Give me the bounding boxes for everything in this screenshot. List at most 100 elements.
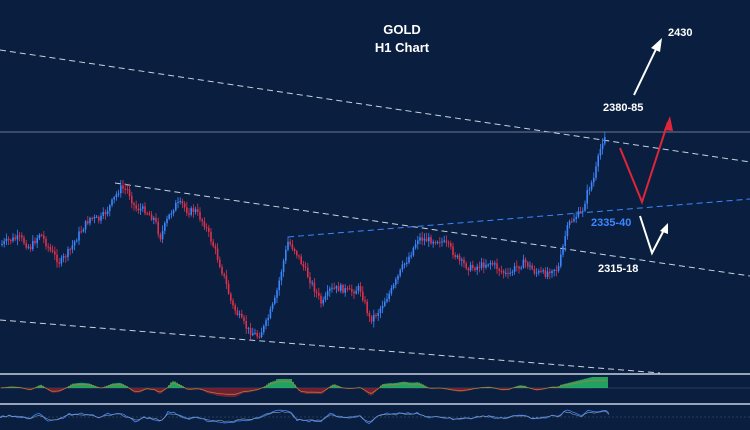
macd-bar: [68, 386, 70, 389]
candle-body: [67, 249, 69, 258]
candle-body: [458, 255, 461, 261]
oscillator-line-grey: [0, 411, 610, 423]
macd-bar: [110, 384, 112, 388]
candle-body: [474, 268, 476, 270]
candle-body: [601, 143, 604, 149]
candle-body: [241, 313, 243, 318]
candle-body: [509, 272, 511, 274]
candle-body: [304, 266, 307, 268]
candle-body: [329, 288, 331, 291]
candle-body: [381, 305, 384, 309]
macd-bar: [30, 388, 32, 391]
candle-body: [3, 241, 5, 244]
trendlines: [0, 49, 750, 374]
candle-body: [186, 207, 188, 214]
candle-body: [300, 256, 302, 264]
macd-bar: [222, 388, 224, 397]
candle-body: [78, 231, 80, 241]
candle-body: [573, 219, 575, 222]
macd-bar: [282, 379, 284, 388]
candle-body: [522, 259, 525, 268]
candle-body: [164, 223, 166, 231]
macd-bar: [172, 381, 174, 388]
candle-body: [203, 221, 206, 228]
candle-body: [58, 262, 60, 264]
white-arrow-up-2430: [633, 44, 659, 96]
macd-bar: [580, 379, 582, 389]
candle-body: [494, 263, 496, 265]
candle-body: [359, 286, 362, 292]
macd-bar: [248, 388, 250, 393]
candle-body: [461, 259, 463, 261]
white-arrow-path-2315: [639, 215, 666, 256]
macd-bar: [48, 388, 50, 391]
macd-bar: [134, 388, 136, 393]
candle-body: [337, 286, 340, 291]
candle-body: [430, 237, 432, 244]
candle-body: [201, 219, 203, 222]
macd-bar: [566, 383, 568, 389]
candle-body: [296, 251, 298, 256]
candle-body: [362, 291, 364, 301]
macd-bar: [424, 385, 426, 388]
candle-body: [274, 297, 276, 304]
candle-body: [54, 251, 56, 255]
candle-body: [351, 289, 353, 292]
candle-body: [590, 182, 593, 190]
macd-bar: [72, 383, 74, 388]
candle-body: [410, 255, 412, 257]
macd-bar: [218, 388, 220, 396]
candle-body: [133, 203, 135, 205]
candle-body: [144, 206, 146, 214]
candle-body: [194, 209, 197, 212]
macd-bar: [40, 384, 42, 388]
candle-body: [216, 248, 219, 260]
candle-body: [311, 282, 313, 284]
candle-body: [234, 305, 236, 311]
macd-bar: [458, 388, 460, 392]
macd-bar: [372, 388, 374, 395]
macd-bar: [586, 378, 588, 389]
macd-bar: [506, 388, 508, 391]
candle-body: [324, 295, 327, 300]
candle-body: [487, 264, 489, 266]
macd-bar: [384, 383, 386, 389]
candle-body: [496, 263, 498, 269]
candle-body: [40, 235, 43, 236]
candle-body: [170, 213, 173, 215]
candle-body: [252, 333, 254, 336]
candle-body: [397, 275, 399, 280]
macd-bar: [322, 388, 324, 394]
candle-body: [419, 237, 421, 241]
macd-bar: [28, 388, 30, 391]
candle-body: [406, 262, 408, 264]
candle-body: [588, 189, 591, 191]
macd-bar: [244, 388, 246, 393]
macd-bar: [58, 388, 60, 393]
candle-body: [520, 267, 522, 269]
candlesticks: [1, 132, 606, 340]
macd-bar: [112, 383, 114, 388]
candle-body: [511, 271, 514, 273]
macd-bar: [454, 388, 456, 392]
candle-body: [507, 272, 509, 274]
candle-body: [25, 243, 27, 248]
macd-bar: [588, 377, 590, 389]
candle-body: [214, 246, 217, 249]
macd-bar: [228, 388, 230, 397]
candle-body: [428, 237, 430, 242]
candle-body: [10, 240, 12, 242]
candle-body: [157, 221, 159, 235]
candle-body: [518, 266, 520, 269]
candle-body: [395, 279, 397, 285]
macd-bar: [584, 378, 586, 389]
macd-bar: [154, 388, 156, 391]
candle-body: [412, 247, 415, 256]
macd-bar: [204, 388, 206, 392]
candle-body: [582, 210, 584, 212]
macd-bar: [60, 388, 62, 392]
candle-body: [276, 290, 278, 298]
candle-body: [208, 227, 210, 232]
candle-body: [291, 244, 294, 249]
